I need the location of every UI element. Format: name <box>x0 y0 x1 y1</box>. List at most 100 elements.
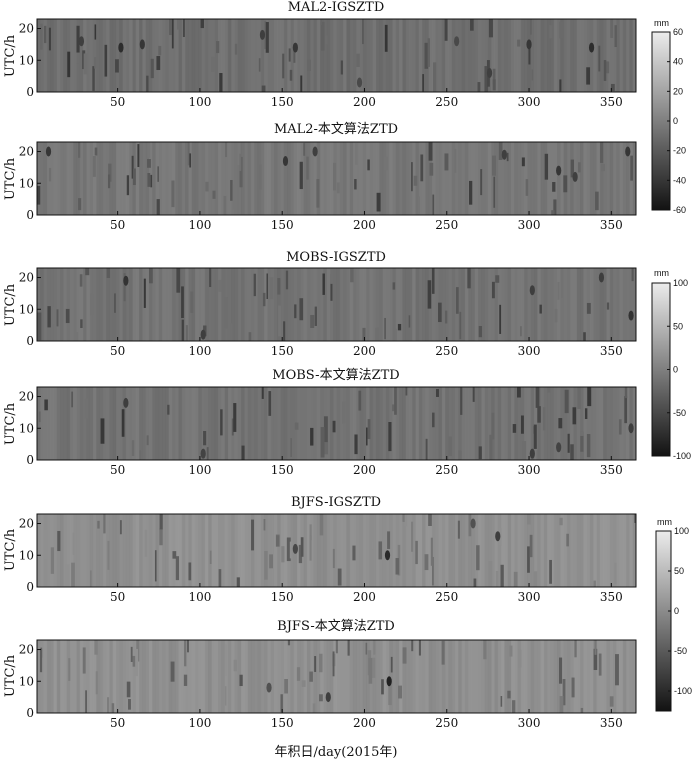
heatmap-band <box>560 19 565 92</box>
heatmap-cell <box>286 537 291 562</box>
heatmap-band <box>349 514 354 587</box>
y-tick-label: 10 <box>19 176 34 190</box>
heatmap-band <box>171 142 176 215</box>
heatmap-band <box>362 387 367 460</box>
heatmap-band <box>185 268 189 341</box>
x-tick-label: 150 <box>271 218 294 232</box>
heatmap-cell <box>128 699 131 710</box>
heatmap-anomaly <box>292 42 298 53</box>
heatmap-band <box>454 19 459 92</box>
heatmap-band <box>214 640 219 713</box>
heatmap-band <box>267 268 272 341</box>
heatmap-band <box>593 640 598 713</box>
heatmap-band <box>40 514 45 587</box>
heatmap-cell <box>549 25 553 39</box>
heatmap-band <box>517 640 522 713</box>
x-tick-label: 50 <box>110 716 125 730</box>
heatmap-band <box>481 142 486 215</box>
heatmap-cell <box>104 44 108 77</box>
heatmap-band <box>408 640 413 713</box>
x-tick-label: 300 <box>518 344 541 358</box>
colorbar-tick-label: -40 <box>673 175 686 185</box>
heatmap-band <box>336 268 341 341</box>
heatmap-band <box>616 514 621 587</box>
heatmap-cells <box>37 268 636 341</box>
heatmap-band <box>346 142 351 215</box>
heatmap-cell <box>159 514 163 530</box>
heatmap-band <box>382 19 387 92</box>
heatmap-band <box>247 640 252 713</box>
heatmap-band <box>484 640 489 713</box>
heatmap-band <box>165 268 170 341</box>
heatmap-band <box>478 19 482 92</box>
heatmap-band <box>402 142 407 215</box>
heatmap-band <box>461 268 466 341</box>
heatmap-cell <box>376 192 381 212</box>
heatmap-cell <box>606 61 609 92</box>
heatmap-cell <box>211 56 215 72</box>
heatmap-cell <box>288 48 291 62</box>
heatmap-band <box>580 514 584 587</box>
heatmap-band <box>514 142 519 215</box>
heatmap-band <box>471 514 476 587</box>
heatmap-band <box>234 268 239 341</box>
heatmap-cell <box>189 153 192 168</box>
heatmap-band <box>570 640 574 713</box>
heatmap-cell <box>634 514 636 523</box>
heatmap-band <box>37 514 41 587</box>
heatmap-cell <box>337 568 342 586</box>
heatmap-band <box>583 142 588 215</box>
heatmap-cell <box>559 696 564 713</box>
heatmap-band <box>162 514 166 587</box>
heatmap-cell <box>220 409 223 436</box>
heatmap-band <box>227 640 232 713</box>
y-tick-label: 0 <box>26 453 34 467</box>
heatmap-cell <box>615 654 619 686</box>
heatmap-band <box>135 387 140 460</box>
heatmap-cell <box>263 519 266 531</box>
heatmap-cell <box>562 678 566 706</box>
heatmap-band <box>606 19 611 92</box>
heatmap-band <box>540 19 545 92</box>
heatmap-band <box>547 142 551 215</box>
heatmap-band <box>92 268 97 341</box>
heatmap-band <box>451 268 456 341</box>
heatmap-cell <box>509 645 513 657</box>
heatmap-cell <box>239 153 242 171</box>
heatmap-anomaly <box>454 36 460 47</box>
colorbar-tick-label: -50 <box>673 408 686 418</box>
heatmap-band <box>362 142 367 215</box>
x-tick-label: 200 <box>353 716 376 730</box>
heatmap-band <box>46 387 51 460</box>
heatmap-band <box>267 640 272 713</box>
heatmap-band <box>287 387 291 460</box>
heatmap-band <box>145 640 150 713</box>
heatmap-band <box>517 514 522 587</box>
heatmap-cell <box>264 20 267 50</box>
heatmap-anomaly <box>200 448 206 459</box>
heatmap-band <box>431 640 436 713</box>
heatmap-band <box>181 514 186 587</box>
heatmap-band <box>178 19 183 92</box>
heatmap-band <box>514 640 519 713</box>
heatmap-cell <box>261 85 266 92</box>
heatmap-band <box>158 19 163 92</box>
heatmap-cell <box>458 450 462 460</box>
y-tick-label: 0 <box>26 706 34 720</box>
heatmap-band <box>454 142 459 215</box>
heatmap-cell <box>504 646 507 660</box>
heatmap-band <box>484 142 489 215</box>
heatmap-band <box>520 640 525 713</box>
heatmap-band <box>155 387 160 460</box>
heatmap-band <box>527 268 532 341</box>
y-tick-label: 20 <box>19 643 34 657</box>
heatmap-band <box>435 142 440 215</box>
heatmap-band <box>553 514 558 587</box>
heatmap-cell <box>94 640 98 655</box>
heatmap-cell <box>156 199 160 215</box>
colorbar-tick-label: 100 <box>673 278 688 288</box>
heatmap-band <box>221 19 226 92</box>
heatmap-cell <box>276 535 280 547</box>
heatmap-band <box>109 640 114 713</box>
